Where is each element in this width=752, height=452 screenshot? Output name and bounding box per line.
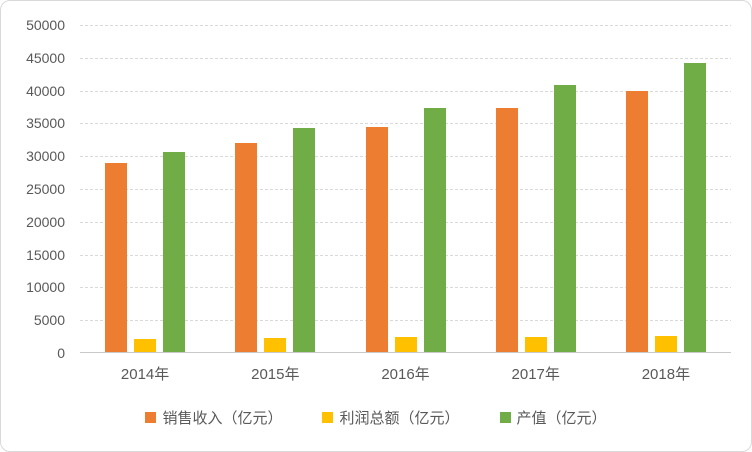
x-tick-label: 2017年: [511, 366, 560, 383]
y-tick-label: 35000: [26, 115, 65, 132]
bar-利润总额（亿元）-2018年: [654, 336, 677, 353]
y-tick-label: 45000: [26, 49, 65, 66]
bar-销售收入（亿元）-2018年: [625, 90, 648, 353]
legend-swatch-icon: [499, 412, 511, 423]
bar-groups: [80, 25, 731, 353]
x-tick-label: 2014年: [120, 366, 170, 383]
legend-swatch-icon: [322, 412, 334, 423]
legend: 销售收入（亿元） 利润总额（亿元） 产值（亿元）: [1, 407, 751, 428]
x-tick-label: 2016年: [381, 366, 430, 383]
bar-产值（亿元）-2018年: [683, 63, 706, 353]
legend-swatch-icon: [145, 412, 157, 423]
y-tick-label: 25000: [26, 181, 65, 197]
legend-label: 利润总额（亿元）: [339, 410, 460, 427]
bar-利润总额（亿元）-2014年: [134, 338, 157, 353]
gridline-35000: [80, 123, 731, 125]
legend-label: 销售收入（亿元）: [162, 410, 283, 427]
x-axis: 2014年 2015年 2016年 2017年 2018年: [80, 365, 731, 385]
plot-area: [80, 25, 731, 353]
bar-产值（亿元）-2015年: [293, 128, 316, 353]
gridline-25000: [80, 189, 731, 190]
bar-产值（亿元）-2017年: [553, 85, 576, 353]
gridline-15000: [80, 254, 731, 256]
y-tick-label: 30000: [26, 148, 65, 165]
legend-item-利润总额（亿元）: 利润总额（亿元）: [322, 407, 460, 428]
x-tick-label: 2015年: [251, 366, 300, 383]
bar-销售收入（亿元）-2017年: [495, 108, 518, 353]
gridline-5000: [80, 320, 731, 322]
gridline-40000: [80, 90, 731, 92]
y-tick-label: 0: [57, 345, 65, 361]
x-tick-label: 2018年: [641, 366, 691, 383]
legend-item-销售收入（亿元）: 销售收入（亿元）: [145, 407, 282, 428]
bar-产值（亿元）-2016年: [423, 107, 446, 353]
y-axis: 0 5000 10000 15000 20000 25000 30000 35000 40000…: [1, 1, 65, 451]
gridline-10000: [80, 287, 731, 289]
gridline-50000: [80, 25, 731, 26]
gridline-20000: [80, 221, 731, 223]
bar-销售收入（亿元）-2016年: [365, 126, 388, 353]
legend-item-产值（亿元）: 产值（亿元）: [499, 407, 607, 428]
bar-利润总额（亿元）-2017年: [524, 336, 547, 353]
bar-group-2015年: [210, 25, 340, 353]
bar-销售收入（亿元）-2015年: [235, 143, 258, 353]
y-tick-label: 50000: [26, 17, 65, 33]
y-tick-label: 5000: [33, 312, 65, 329]
bar-利润总额（亿元）-2015年: [264, 337, 287, 353]
bar-group-2016年: [340, 25, 470, 353]
gridline-30000: [80, 156, 731, 158]
bar-group-2017年: [471, 25, 601, 353]
bar-group-2014年: [80, 25, 210, 353]
gridline-45000: [80, 57, 731, 59]
x-axis-line: [80, 352, 731, 353]
legend-label: 产值（亿元）: [516, 410, 607, 427]
y-tick-label: 40000: [26, 82, 65, 99]
bar-group-2018年: [601, 25, 731, 353]
bar-产值（亿元）-2014年: [163, 152, 186, 353]
bar-利润总额（亿元）-2016年: [394, 337, 417, 353]
y-tick-label: 10000: [26, 279, 65, 296]
y-tick-label: 20000: [26, 213, 65, 230]
y-tick-label: 15000: [26, 246, 65, 263]
bar-销售收入（亿元）-2014年: [105, 162, 128, 353]
